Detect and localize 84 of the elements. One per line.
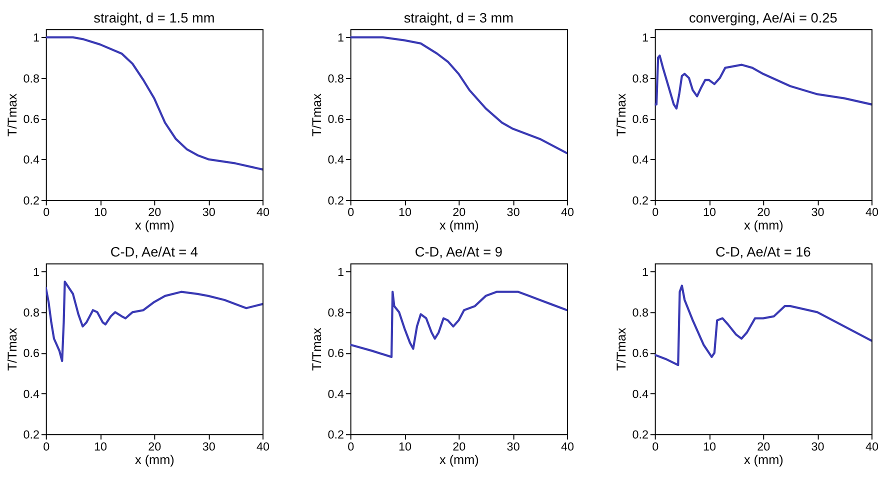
x-tick-label: 30: [506, 206, 520, 220]
y-tick-label: 0.4: [23, 388, 40, 401]
x-tick-label: 0: [348, 206, 355, 220]
x-tick-label: 40: [256, 440, 270, 454]
y-axis-title: T/Tmax: [310, 327, 324, 371]
x-tick-label: 40: [560, 206, 574, 220]
y-tick-label: 0.6: [632, 113, 648, 126]
x-tick-label: 0: [652, 206, 660, 220]
x-tick-label: 20: [757, 440, 771, 454]
x-tick-label: 10: [702, 440, 716, 454]
y-tick-label: 0.2: [328, 428, 344, 442]
x-tick-label: 40: [865, 206, 879, 220]
y-tick-label: 0.6: [23, 113, 40, 126]
x-tick-label: 20: [148, 206, 162, 220]
x-tick-label: 30: [811, 440, 825, 454]
line-series: [350, 290, 567, 358]
x-tick-label: 20: [148, 440, 162, 454]
x-axis-title: x (mm): [744, 218, 784, 233]
y-tick-label: 0.8: [632, 306, 648, 320]
chart-title: straight, d = 1.5 mm: [94, 10, 215, 26]
x-tick-label: 10: [94, 206, 108, 220]
chart-title: straight, d = 3 mm: [404, 10, 514, 26]
x-tick-label: 20: [757, 206, 771, 220]
x-tick-label: 30: [811, 206, 825, 220]
y-tick-label: 1: [337, 266, 344, 279]
y-axis-title: T/Tmax: [614, 92, 628, 137]
x-tick-label: 0: [43, 440, 50, 454]
line-series: [654, 284, 872, 366]
y-tick-label: 0.8: [23, 306, 40, 320]
chart-title: C-D, Ae/At = 4: [110, 244, 198, 260]
y-tick-label: 1: [642, 32, 648, 45]
x-tick-label: 30: [506, 440, 520, 454]
y-tick-label: 0.2: [328, 194, 344, 208]
x-tick-label: 40: [865, 440, 879, 454]
y-axis-title: T/Tmax: [614, 327, 628, 371]
y-tick-label: 0.2: [632, 428, 648, 442]
chart-title: converging, Ae/Ai = 0.25: [688, 10, 838, 26]
x-axis-title: x (mm): [744, 452, 784, 467]
x-axis-title: x (mm): [439, 218, 479, 233]
x-axis-title: x (mm): [134, 452, 174, 467]
x-tick-label: 0: [43, 206, 50, 220]
y-tick-label: 0.4: [328, 154, 344, 167]
x-tick-label: 30: [202, 440, 216, 454]
chart-title: C-D, Ae/At = 16: [716, 244, 811, 260]
y-axis-title: T/Tmax: [5, 92, 20, 137]
y-axis-title: T/Tmax: [5, 327, 20, 371]
y-tick-label: 0.8: [328, 72, 344, 86]
x-tick-label: 10: [398, 440, 412, 454]
y-tick-label: 0.6: [23, 347, 40, 360]
y-tick-label: 0.8: [328, 306, 344, 320]
chart-title: C-D, Ae/At = 9: [414, 244, 503, 260]
x-tick-label: 40: [560, 440, 574, 454]
x-tick-label: 0: [348, 440, 355, 454]
y-tick-label: 1: [33, 32, 40, 45]
line-series: [350, 36, 567, 154]
x-axis-title: x (mm): [134, 218, 174, 233]
x-tick-label: 10: [398, 206, 412, 220]
x-tick-label: 0: [652, 440, 660, 454]
x-tick-label: 20: [452, 206, 466, 220]
line-series: [46, 36, 263, 171]
x-tick-label: 20: [452, 440, 466, 454]
y-tick-label: 0.2: [23, 194, 40, 208]
y-tick-label: 0.4: [632, 388, 649, 401]
y-tick-label: 0.2: [632, 194, 648, 208]
y-axis-title: T/Tmax: [310, 92, 324, 137]
x-axis-title: x (mm): [439, 452, 479, 467]
y-tick-label: 1: [642, 266, 648, 279]
y-tick-label: 1: [337, 32, 344, 45]
y-tick-label: 0.8: [632, 72, 648, 86]
x-tick-label: 10: [702, 206, 716, 220]
y-tick-label: 0.4: [632, 154, 649, 167]
line-series: [654, 54, 872, 110]
x-tick-label: 40: [256, 206, 270, 220]
line-series: [46, 280, 263, 362]
x-tick-label: 30: [202, 206, 216, 220]
y-tick-label: 0.4: [328, 388, 344, 401]
y-tick-label: 0.2: [23, 428, 40, 442]
y-tick-label: 0.8: [23, 72, 40, 86]
y-tick-label: 0.6: [328, 347, 344, 360]
y-tick-label: 0.4: [23, 154, 40, 167]
y-tick-label: 0.6: [632, 347, 648, 360]
y-tick-label: 0.6: [328, 113, 344, 126]
y-tick-label: 1: [33, 266, 40, 279]
x-tick-label: 10: [94, 440, 108, 454]
